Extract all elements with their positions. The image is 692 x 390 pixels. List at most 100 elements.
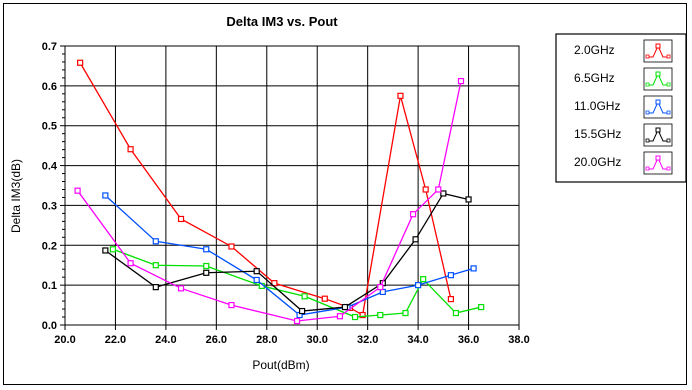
y-tick-label: 0.3 — [42, 200, 57, 212]
legend-label: 6.5GHz — [574, 71, 615, 85]
data-point — [271, 280, 278, 287]
data-point — [478, 303, 485, 311]
data-point — [127, 146, 134, 153]
data-point — [102, 192, 109, 199]
series-line-15.5GHz — [104, 192, 469, 312]
data-point — [152, 284, 159, 291]
data-point — [298, 307, 306, 315]
data-point — [412, 236, 419, 243]
series-line-2.0GHz — [79, 62, 452, 317]
data-point — [351, 313, 359, 321]
data-point — [397, 92, 404, 99]
legend-swatch-marker — [645, 82, 650, 87]
data-point — [228, 243, 235, 250]
data-point — [203, 262, 210, 270]
legend-swatch — [643, 123, 673, 147]
series-line-20.0GHz — [77, 80, 462, 322]
data-point — [440, 190, 447, 197]
y-tick-label: 0.7 — [42, 41, 57, 53]
legend-swatch-marker — [655, 127, 661, 133]
data-point — [177, 215, 185, 223]
data-point — [415, 282, 422, 289]
data-point — [402, 309, 409, 317]
x-axis-label: Pout(dBm) — [252, 358, 309, 372]
data-point — [422, 186, 429, 193]
legend-swatch-marker — [655, 99, 661, 105]
legend-swatch-marker — [666, 82, 671, 87]
y-tick-label: 0.5 — [42, 121, 57, 133]
data-point — [341, 303, 349, 311]
y-tick-label: 0.1 — [42, 280, 57, 292]
legend-swatch-marker — [666, 166, 671, 171]
data-point — [203, 246, 210, 253]
legend-label: 15.5GHz — [574, 127, 621, 141]
data-point — [470, 265, 477, 272]
data-point — [293, 317, 301, 325]
legend-swatch — [643, 95, 673, 119]
data-point — [74, 187, 81, 194]
legend-swatch-marker — [666, 54, 671, 59]
chart-title: Delta IM3 vs. Pout — [226, 14, 338, 29]
legend-swatch-marker — [655, 155, 661, 161]
data-point — [377, 284, 384, 291]
data-point — [301, 293, 308, 300]
legend-swatch-marker — [666, 138, 671, 143]
data-point — [359, 311, 366, 319]
data-point — [109, 246, 117, 253]
y-tick-label: 0.6 — [42, 81, 57, 93]
data-point — [457, 77, 465, 85]
y-tick-label: 0.2 — [42, 240, 57, 252]
data-point — [452, 309, 460, 317]
axis-ticks: 20.0 22.0 24.0 26.0 28.0 30.0 32.0 34.0 36.0 38.0… — [42, 41, 530, 346]
legend: 2.0GHz 6.5GHz 11.0GHz 15.5GHz 20.0GHz — [555, 33, 687, 183]
data-point — [321, 295, 328, 302]
data-point — [409, 211, 417, 218]
y-tick-label: 0.4 — [42, 161, 58, 173]
x-tick-label: 34.0 — [407, 334, 428, 346]
legend-swatch-marker — [645, 110, 650, 115]
legend-swatch-marker — [645, 166, 650, 171]
x-tick-label: 38.0 — [508, 334, 529, 346]
x-tick-label: 32.0 — [357, 334, 378, 346]
grid — [65, 46, 519, 325]
series-group — [74, 59, 485, 325]
legend-swatch-marker — [666, 110, 671, 115]
y-axis-label: Delta IM3(dB) — [9, 159, 23, 233]
legend-swatch — [643, 151, 673, 175]
data-point — [177, 285, 185, 292]
data-point — [228, 301, 235, 309]
plot-area — [64, 45, 520, 326]
legend-label: 2.0GHz — [574, 43, 615, 57]
x-tick-label: 36.0 — [458, 334, 479, 346]
data-point — [152, 262, 159, 269]
data-point — [253, 268, 260, 275]
legend-swatch-marker — [645, 54, 650, 59]
data-point — [447, 295, 454, 303]
data-point — [77, 59, 84, 66]
data-point — [253, 276, 260, 284]
x-tick-label: 30.0 — [307, 334, 328, 346]
legend-swatch-marker — [655, 71, 661, 77]
x-tick-label: 26.0 — [206, 334, 227, 346]
data-point — [102, 247, 109, 254]
data-point — [435, 186, 442, 193]
x-tick-label: 24.0 — [155, 334, 176, 346]
legend-label: 11.0GHz — [574, 99, 620, 113]
data-point — [377, 311, 384, 319]
data-point — [465, 196, 472, 203]
data-point — [152, 238, 159, 245]
data-point — [127, 260, 134, 267]
series-line-11.0GHz — [104, 194, 474, 316]
x-tick-label: 22.0 — [105, 334, 126, 346]
x-tick-label: 20.0 — [54, 334, 75, 346]
legend-label: 20.0GHz — [574, 155, 621, 169]
data-point — [336, 313, 344, 320]
data-point — [420, 276, 427, 283]
legend-swatch — [643, 67, 673, 91]
legend-swatch-marker — [655, 43, 661, 49]
data-point — [203, 269, 210, 276]
legend-swatch-marker — [645, 138, 650, 143]
data-point — [447, 272, 454, 279]
x-tick-label: 28.0 — [256, 334, 277, 346]
